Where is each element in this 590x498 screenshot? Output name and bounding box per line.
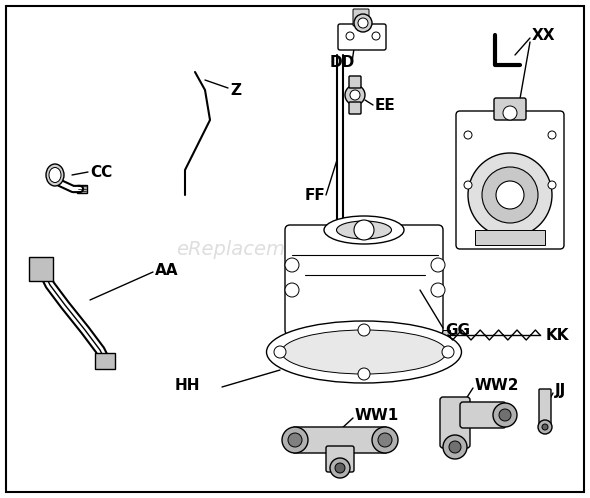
Text: GG: GG [445, 323, 470, 338]
FancyBboxPatch shape [292, 427, 388, 453]
FancyBboxPatch shape [460, 402, 506, 428]
Circle shape [548, 131, 556, 139]
FancyBboxPatch shape [95, 353, 115, 369]
Text: EE: EE [375, 98, 396, 113]
Text: HH: HH [175, 377, 201, 392]
FancyBboxPatch shape [29, 257, 53, 281]
Circle shape [464, 131, 472, 139]
Circle shape [354, 220, 374, 240]
Circle shape [499, 409, 511, 421]
Circle shape [468, 153, 552, 237]
Text: CC: CC [90, 164, 112, 179]
Circle shape [538, 420, 552, 434]
Text: JJ: JJ [555, 382, 566, 397]
Text: Z: Z [230, 83, 241, 98]
Ellipse shape [46, 164, 64, 186]
FancyBboxPatch shape [539, 389, 551, 426]
Circle shape [548, 181, 556, 189]
Text: DD: DD [330, 54, 355, 70]
Ellipse shape [336, 221, 392, 239]
FancyBboxPatch shape [353, 9, 369, 26]
Circle shape [274, 346, 286, 358]
FancyBboxPatch shape [440, 330, 450, 340]
Circle shape [330, 458, 350, 478]
Ellipse shape [324, 216, 404, 244]
Circle shape [358, 324, 370, 336]
FancyBboxPatch shape [349, 102, 361, 114]
Circle shape [346, 32, 354, 40]
Circle shape [464, 181, 472, 189]
Circle shape [496, 181, 524, 209]
Circle shape [372, 427, 398, 453]
FancyBboxPatch shape [349, 76, 361, 88]
Circle shape [350, 90, 360, 100]
Circle shape [288, 433, 302, 447]
Text: WW2: WW2 [475, 377, 520, 392]
FancyBboxPatch shape [77, 185, 87, 193]
Circle shape [354, 14, 372, 32]
Circle shape [335, 463, 345, 473]
Text: KK: KK [546, 328, 569, 343]
FancyBboxPatch shape [440, 397, 470, 448]
Circle shape [282, 427, 308, 453]
Circle shape [431, 258, 445, 272]
Circle shape [542, 424, 548, 430]
FancyBboxPatch shape [475, 230, 545, 245]
Text: AA: AA [155, 262, 179, 277]
Circle shape [503, 106, 517, 120]
Circle shape [372, 32, 380, 40]
FancyBboxPatch shape [326, 446, 354, 472]
Circle shape [345, 85, 365, 105]
Text: eReplacementParts.com: eReplacementParts.com [176, 240, 414, 258]
Circle shape [482, 167, 538, 223]
Circle shape [378, 433, 392, 447]
FancyBboxPatch shape [494, 98, 526, 120]
Circle shape [449, 441, 461, 453]
FancyBboxPatch shape [285, 225, 443, 335]
Circle shape [442, 346, 454, 358]
FancyBboxPatch shape [456, 111, 564, 249]
Text: WW1: WW1 [355, 407, 399, 422]
Circle shape [443, 435, 467, 459]
Circle shape [358, 368, 370, 380]
Ellipse shape [281, 330, 447, 374]
Circle shape [285, 283, 299, 297]
Circle shape [358, 18, 368, 28]
Text: XX: XX [532, 27, 556, 42]
Circle shape [431, 283, 445, 297]
Circle shape [285, 258, 299, 272]
Ellipse shape [267, 321, 461, 383]
Ellipse shape [49, 167, 61, 182]
Text: FF: FF [305, 188, 326, 203]
Circle shape [493, 403, 517, 427]
FancyBboxPatch shape [338, 24, 386, 50]
